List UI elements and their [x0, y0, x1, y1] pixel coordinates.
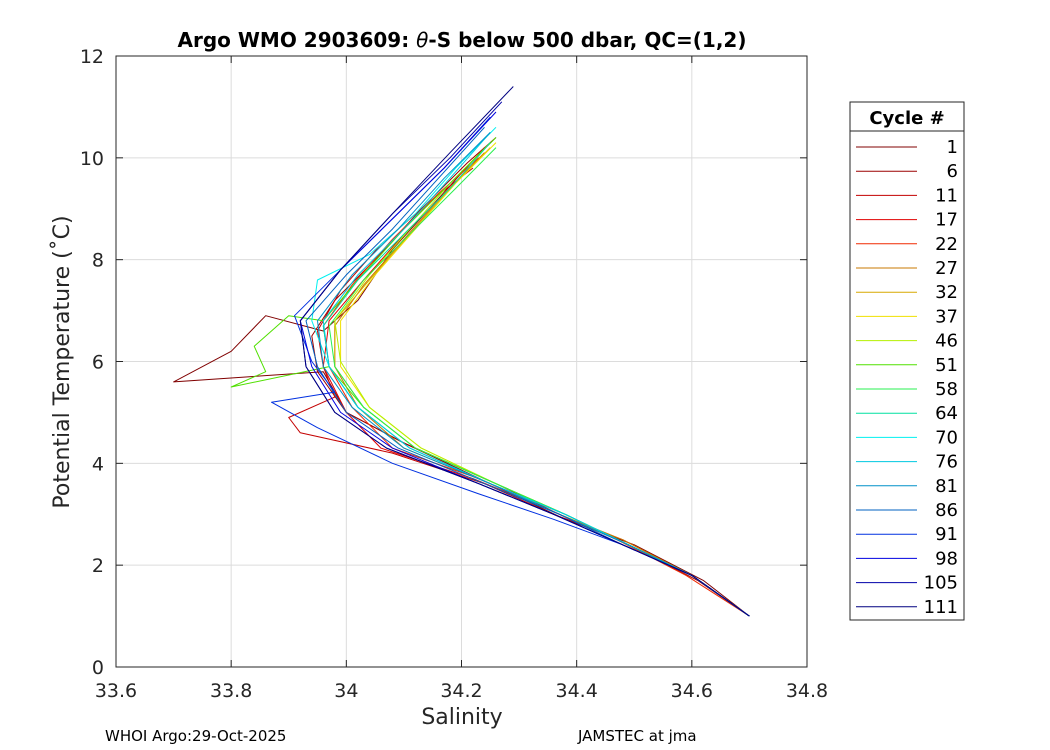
legend-title: Cycle # — [869, 108, 944, 129]
legend-label-46: 46 — [935, 331, 958, 352]
tick-marks — [115, 55, 808, 668]
y-tick-label: 4 — [92, 453, 104, 475]
grid-lines — [116, 56, 807, 667]
x-tick-label: 33.8 — [210, 680, 252, 702]
legend-label-1: 1 — [947, 137, 958, 158]
legend-label-111: 111 — [924, 597, 958, 618]
footer-attribution: JAMSTEC at jma — [577, 727, 697, 745]
legend-label-22: 22 — [935, 234, 958, 255]
y-tick-label: 2 — [92, 555, 104, 577]
x-tick-label: 33.6 — [95, 680, 137, 702]
x-tick-label: 34 — [334, 680, 358, 702]
x-tick-label: 34.6 — [671, 680, 713, 702]
legend-label-98: 98 — [935, 548, 958, 569]
legend-label-58: 58 — [935, 379, 958, 400]
series-line-cycle-111 — [299, 86, 750, 617]
series-line-cycle-81 — [317, 132, 750, 617]
y-tick-label: 10 — [80, 148, 104, 170]
legend-label-70: 70 — [935, 427, 958, 448]
x-tick-label: 34.2 — [440, 680, 482, 702]
legend-box — [849, 101, 965, 621]
footer-source: WHOI Argo:29-Oct-2025 — [105, 727, 286, 745]
legend-label-51: 51 — [935, 355, 958, 376]
legend: Cycle # 1 6 11 17 22 27 32 37 46 51 58 64 70 76 81 86 91… — [849, 101, 965, 621]
y-tick-label: 0 — [92, 657, 104, 679]
y-axis-label: Potential Temperature (˚C) — [50, 215, 75, 508]
x-tick-labels: 33.6 33.8 34 34.2 34.4 34.6 34.8 — [95, 680, 828, 702]
legend-label-86: 86 — [935, 500, 958, 521]
legend-label-64: 64 — [935, 403, 958, 424]
legend-label-105: 105 — [924, 573, 958, 594]
legend-label-32: 32 — [935, 282, 958, 303]
legend-label-27: 27 — [935, 258, 958, 279]
legend-label-81: 81 — [935, 476, 958, 497]
legend-label-91: 91 — [935, 524, 958, 545]
x-tick-label: 34.8 — [786, 680, 828, 702]
series-lines — [173, 86, 750, 617]
x-axis-label: Salinity — [421, 705, 502, 730]
legend-label-76: 76 — [935, 452, 958, 473]
y-tick-label: 12 — [80, 46, 104, 68]
legend-label-6: 6 — [947, 161, 958, 182]
y-tick-labels: 0 2 4 6 8 10 12 — [80, 46, 104, 679]
legend-label-37: 37 — [935, 306, 958, 327]
y-tick-label: 8 — [92, 250, 104, 272]
legend-label-11: 11 — [935, 185, 958, 206]
legend-label-17: 17 — [935, 210, 958, 231]
chart-title: Argo WMO 2903609: θ-S below 500 dbar, QC… — [178, 28, 747, 52]
y-tick-label: 6 — [92, 352, 104, 374]
x-tick-label: 34.4 — [556, 680, 598, 702]
legend-entries: 1 6 11 17 22 27 32 37 46 51 58 64 70 76 81 86 91 98 105 111 — [856, 137, 958, 618]
